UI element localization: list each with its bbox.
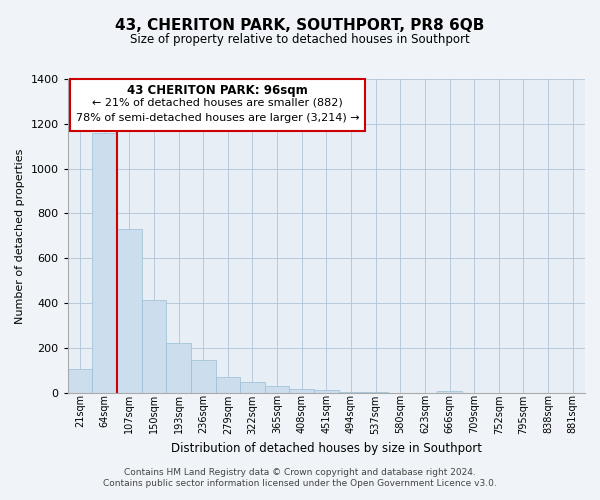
FancyBboxPatch shape: [70, 79, 365, 131]
Bar: [289, 390, 314, 393]
Bar: [142, 300, 166, 393]
Bar: [364, 392, 388, 393]
Bar: [240, 382, 265, 393]
Text: Size of property relative to detached houses in Southport: Size of property relative to detached ho…: [130, 32, 470, 46]
X-axis label: Distribution of detached houses by size in Southport: Distribution of detached houses by size …: [171, 442, 482, 455]
Bar: [191, 360, 215, 393]
Bar: [117, 229, 142, 393]
Text: Contains HM Land Registry data © Crown copyright and database right 2024.
Contai: Contains HM Land Registry data © Crown c…: [103, 468, 497, 487]
Bar: [166, 344, 191, 393]
Bar: [215, 376, 240, 393]
Bar: [265, 386, 289, 393]
Bar: [92, 133, 117, 393]
Y-axis label: Number of detached properties: Number of detached properties: [15, 148, 25, 324]
Text: 78% of semi-detached houses are larger (3,214) →: 78% of semi-detached houses are larger (…: [76, 113, 359, 123]
Text: 43, CHERITON PARK, SOUTHPORT, PR8 6QB: 43, CHERITON PARK, SOUTHPORT, PR8 6QB: [115, 18, 485, 32]
Text: ← 21% of detached houses are smaller (882): ← 21% of detached houses are smaller (88…: [92, 98, 343, 108]
Bar: [437, 391, 462, 393]
Bar: [314, 390, 338, 393]
Bar: [68, 369, 92, 393]
Text: 43 CHERITON PARK: 96sqm: 43 CHERITON PARK: 96sqm: [127, 84, 308, 96]
Bar: [338, 392, 364, 393]
